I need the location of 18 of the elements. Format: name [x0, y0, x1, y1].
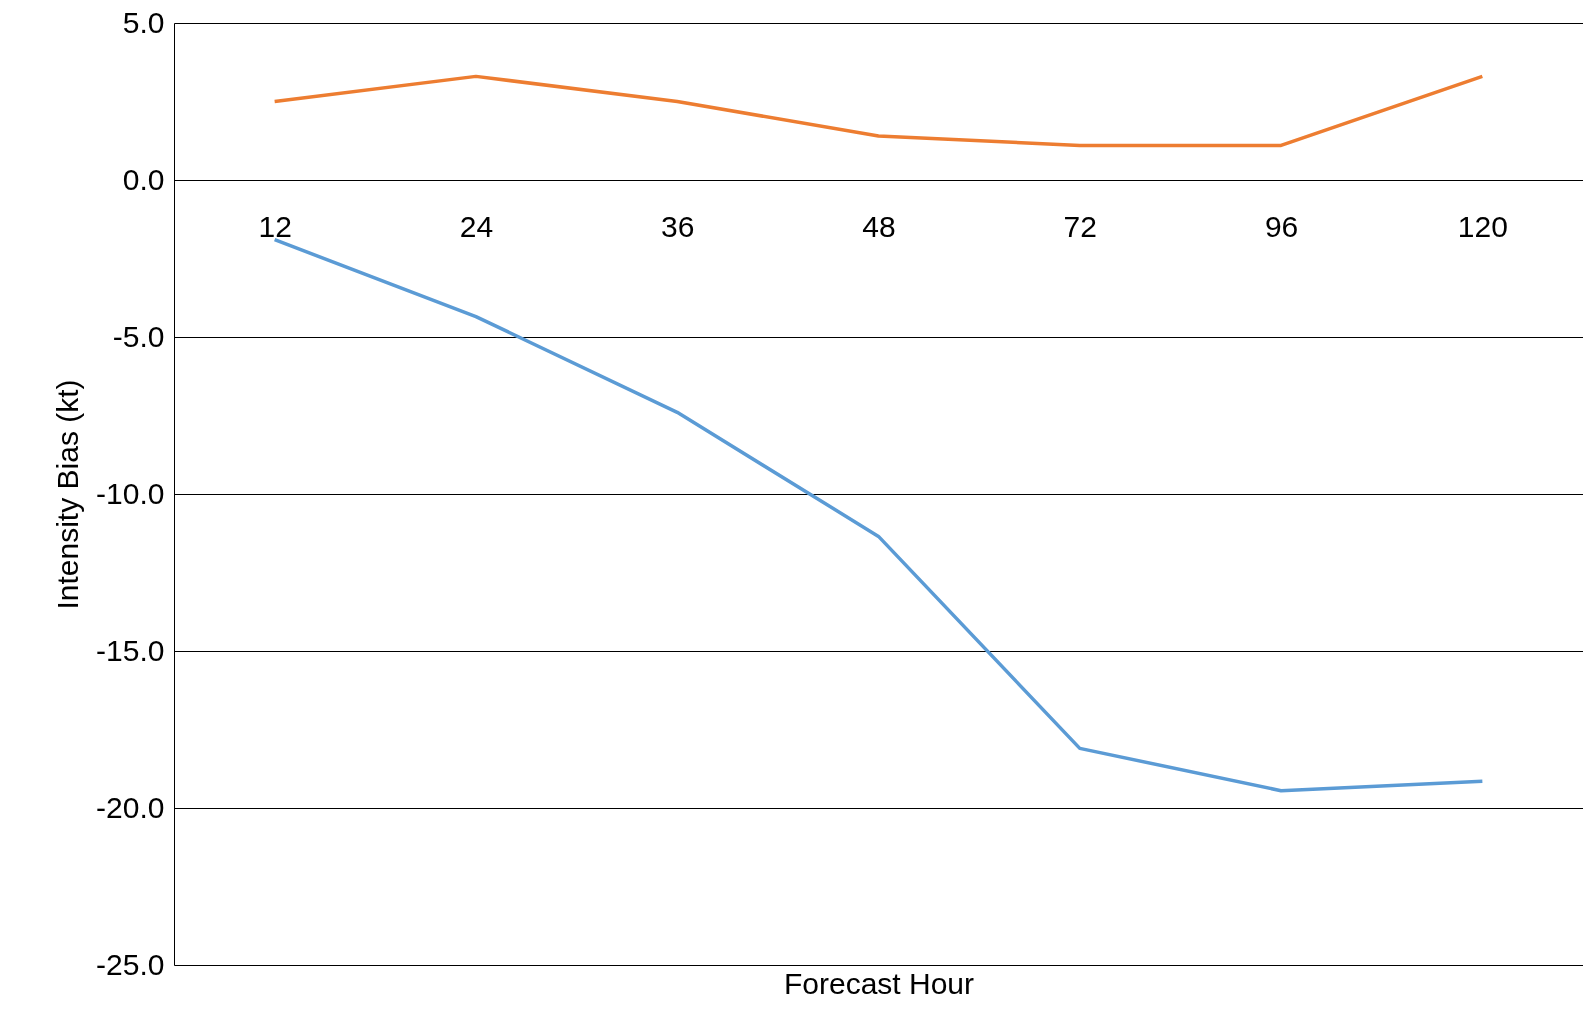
line-series — [272, 74, 1485, 148]
line-series — [272, 237, 1485, 793]
y-axis-title: Intensity Bias (kt) — [51, 379, 85, 610]
y-tick-label: -25.0 — [96, 947, 165, 981]
y-tick-label: -20.0 — [96, 790, 165, 824]
y-tick-label: -5.0 — [112, 319, 165, 353]
x-tick-label: 48 — [862, 209, 896, 243]
y-tick-label: 5.0 — [122, 5, 165, 39]
x-tick-label: 24 — [459, 209, 494, 243]
x-tick-label: 12 — [258, 209, 292, 243]
x-tick-label: 36 — [661, 209, 695, 243]
x-axis-title: Forecast Hour — [783, 966, 975, 1000]
y-tick-label: -10.0 — [96, 476, 165, 510]
x-tick-label: 72 — [1063, 209, 1097, 243]
x-tick-label: 96 — [1264, 209, 1299, 243]
y-tick-label: -15.0 — [96, 633, 165, 667]
y-tick-label: 0.0 — [122, 162, 165, 196]
x-tick-label: 120 — [1457, 209, 1508, 243]
